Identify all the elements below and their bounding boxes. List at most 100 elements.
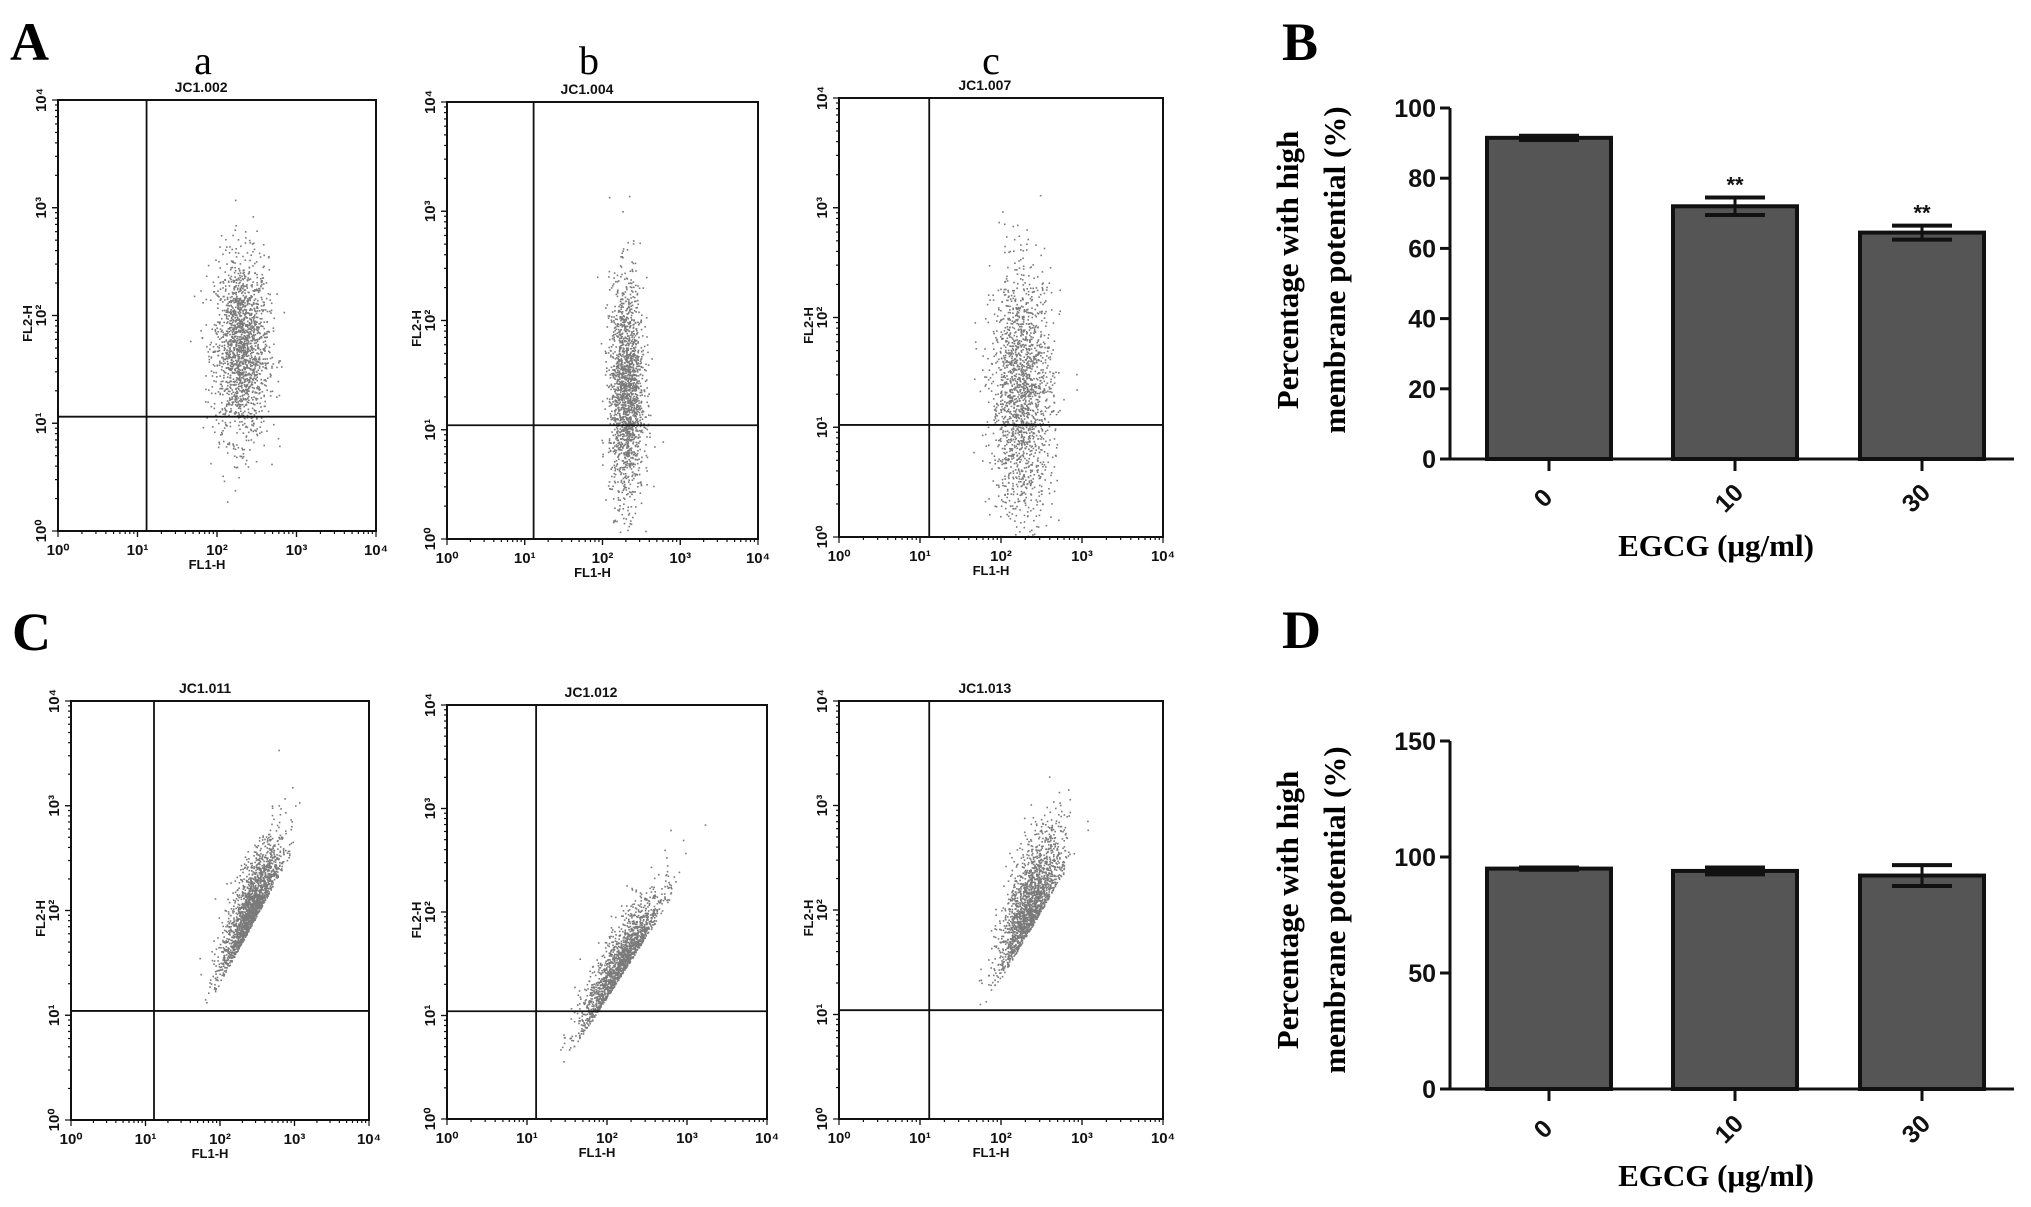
data-point xyxy=(1037,469,1039,471)
data-point xyxy=(1000,408,1002,411)
data-point xyxy=(1029,395,1031,397)
data-point xyxy=(229,374,232,377)
plot-title: JC1.002 xyxy=(175,79,228,95)
data-point xyxy=(253,319,255,321)
data-point xyxy=(996,415,999,417)
data-point xyxy=(632,433,634,435)
data-point xyxy=(636,419,638,421)
data-point xyxy=(251,352,253,354)
data-point xyxy=(623,348,625,350)
data-point xyxy=(621,336,623,338)
data-point xyxy=(235,359,237,362)
data-point xyxy=(984,500,987,503)
data-point xyxy=(629,483,632,486)
data-point xyxy=(1023,431,1026,434)
data-point xyxy=(253,337,255,339)
data-point xyxy=(612,356,614,358)
data-point xyxy=(620,479,623,482)
data-point xyxy=(216,365,219,367)
data-point xyxy=(230,342,233,345)
data-point xyxy=(633,320,635,322)
data-point xyxy=(993,405,995,408)
data-point xyxy=(234,391,237,394)
data-point xyxy=(639,440,641,442)
data-point xyxy=(631,426,633,428)
data-point xyxy=(240,349,242,352)
data-point xyxy=(1021,444,1023,446)
data-point xyxy=(622,517,625,520)
data-point xyxy=(232,360,235,363)
data-point xyxy=(230,301,233,304)
data-point xyxy=(631,409,633,411)
data-point xyxy=(617,323,619,325)
data-point xyxy=(208,389,210,391)
data-point xyxy=(629,389,631,391)
data-point xyxy=(632,379,634,381)
data-point xyxy=(266,358,268,360)
data-point xyxy=(1020,418,1023,420)
data-point xyxy=(253,381,256,384)
data-point xyxy=(248,327,250,330)
data-point xyxy=(625,319,627,321)
data-point xyxy=(227,318,229,320)
data-point xyxy=(277,380,280,383)
data-point xyxy=(624,327,627,329)
data-point xyxy=(236,456,238,459)
data-point xyxy=(647,405,650,408)
data-point xyxy=(614,411,616,413)
data-point xyxy=(613,396,616,398)
data-point xyxy=(249,323,251,326)
data-point xyxy=(627,428,629,430)
data-point xyxy=(1006,280,1009,282)
data-point xyxy=(224,290,227,292)
data-point xyxy=(244,242,247,244)
data-point xyxy=(1038,446,1040,448)
data-point xyxy=(1033,386,1036,389)
data-point xyxy=(640,407,643,410)
data-point xyxy=(1006,328,1009,331)
data-point xyxy=(242,309,244,312)
data-point xyxy=(616,436,619,439)
data-point xyxy=(223,340,226,343)
data-point xyxy=(219,282,221,284)
data-point xyxy=(219,387,221,390)
data-point xyxy=(1019,448,1021,451)
data-point xyxy=(1038,400,1041,403)
data-point xyxy=(239,421,241,423)
data-point xyxy=(1041,428,1044,431)
data-point xyxy=(1020,244,1022,246)
data-point xyxy=(623,433,625,436)
data-point xyxy=(1008,295,1010,298)
data-point xyxy=(995,371,998,374)
data-point xyxy=(999,384,1002,386)
data-point xyxy=(238,353,241,356)
data-point xyxy=(625,451,627,453)
data-point xyxy=(1018,260,1020,262)
data-point xyxy=(1037,465,1040,467)
data-point xyxy=(229,353,232,356)
data-point xyxy=(235,282,238,284)
data-point xyxy=(250,402,252,404)
scatter-points xyxy=(190,199,286,532)
data-point xyxy=(630,305,632,307)
data-point xyxy=(1004,475,1006,478)
data-point xyxy=(600,342,603,345)
data-point xyxy=(624,483,626,486)
data-point xyxy=(614,461,616,463)
data-point xyxy=(623,385,626,388)
data-point xyxy=(629,368,632,371)
data-point xyxy=(627,422,630,425)
data-point xyxy=(249,449,251,451)
data-point xyxy=(256,398,259,400)
data-point xyxy=(236,319,238,321)
data-point xyxy=(615,314,618,317)
data-point xyxy=(231,340,233,343)
data-point xyxy=(246,348,249,350)
data-point xyxy=(614,473,617,476)
data-point xyxy=(239,381,242,383)
data-point xyxy=(230,387,232,390)
data-point xyxy=(621,438,623,440)
data-point xyxy=(632,462,635,465)
data-point xyxy=(627,394,629,396)
data-point xyxy=(251,317,253,319)
